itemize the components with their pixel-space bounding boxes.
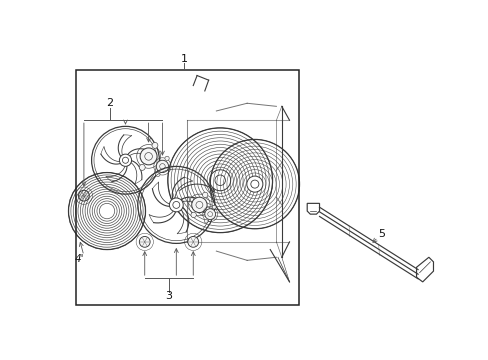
Circle shape (204, 209, 215, 220)
Circle shape (119, 154, 131, 166)
Circle shape (190, 212, 196, 217)
Circle shape (164, 156, 169, 161)
Circle shape (246, 176, 263, 192)
Circle shape (139, 237, 150, 247)
Text: 1: 1 (180, 54, 187, 64)
Circle shape (140, 148, 157, 165)
Circle shape (202, 192, 207, 198)
Circle shape (169, 198, 183, 212)
Text: 4': 4' (74, 254, 84, 264)
Circle shape (155, 172, 160, 176)
Text: 3: 3 (165, 291, 172, 301)
Circle shape (139, 165, 145, 170)
Circle shape (191, 197, 207, 213)
Circle shape (152, 143, 158, 148)
Bar (76, 70, 298, 305)
Text: 5: 5 (378, 229, 385, 239)
Circle shape (209, 170, 230, 191)
Text: 2: 2 (106, 98, 113, 108)
Circle shape (204, 219, 207, 223)
Circle shape (187, 237, 198, 247)
Circle shape (156, 160, 168, 172)
Circle shape (212, 205, 216, 209)
Circle shape (79, 190, 89, 201)
